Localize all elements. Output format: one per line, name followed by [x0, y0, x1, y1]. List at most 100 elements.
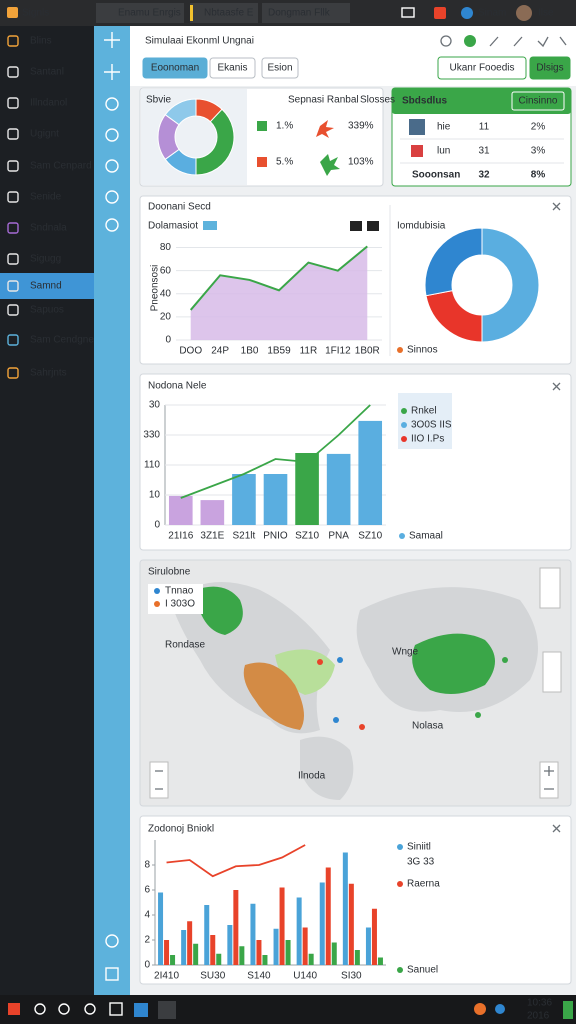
app-icon[interactable] — [434, 7, 446, 19]
rail-icon[interactable] — [105, 967, 119, 981]
nav-item[interactable]: Illndanol — [30, 98, 67, 109]
marker — [333, 717, 339, 723]
nav-item[interactable]: Sam Cenpard — [30, 161, 92, 172]
map-tools[interactable] — [539, 567, 561, 609]
close-icon[interactable] — [552, 382, 561, 391]
action-label[interactable]: Ukanr Fooedis — [449, 63, 514, 74]
tab-label[interactable]: Dongman Fllk — [268, 8, 331, 19]
tab-button-label[interactable]: Eoonoman — [151, 63, 199, 74]
nav-item[interactable]: Sam Cendgne — [30, 335, 94, 346]
cell: lun — [437, 146, 450, 157]
nav-item[interactable]: Santanl — [30, 67, 64, 78]
y-tick-label: 30 — [149, 400, 161, 411]
panel-button[interactable] — [511, 91, 565, 111]
map-tools[interactable] — [542, 651, 562, 693]
active-item — [0, 273, 94, 299]
legend-label: IIO I.Ps — [411, 434, 444, 445]
app-logo — [7, 7, 18, 18]
rail-icon[interactable] — [104, 32, 120, 80]
taskbar — [0, 995, 576, 1024]
action-button[interactable] — [529, 56, 571, 80]
tab-label[interactable]: Enamu Enrgis — [118, 8, 181, 19]
tab-button[interactable] — [142, 57, 208, 79]
pie-slice — [424, 227, 483, 297]
y-tick-label: 80 — [160, 242, 172, 253]
x-tick-label: 1B0 — [241, 346, 259, 357]
bar — [296, 897, 302, 965]
header-icon[interactable] — [440, 35, 452, 47]
rail-icon[interactable] — [105, 190, 119, 204]
tab-button-label[interactable]: Esion — [267, 63, 292, 74]
taskbar-icon[interactable] — [134, 1003, 148, 1017]
nav-item[interactable]: Sigugg — [30, 254, 61, 265]
tag — [203, 221, 217, 230]
x-tick-label: SZ10 — [295, 531, 319, 542]
y-tick-label: 40 — [160, 288, 172, 299]
legend-swatch — [399, 533, 405, 539]
cell: 339% — [348, 121, 374, 132]
rail-icon[interactable] — [105, 218, 119, 232]
nav-item[interactable]: Blins — [30, 36, 52, 47]
rail-icon[interactable] — [105, 934, 119, 948]
taskbar-icon[interactable] — [84, 1003, 96, 1015]
x-tick-label: S21lt — [233, 531, 256, 542]
nav-item[interactable]: Senide — [30, 192, 62, 203]
row-swatch — [257, 121, 267, 131]
nav-item[interactable]: Sndnala — [30, 223, 67, 234]
taskbar-icon[interactable] — [34, 1003, 46, 1015]
cell: Sooonsan — [412, 170, 460, 181]
bar — [326, 453, 351, 525]
x-tick-label: SI30 — [341, 971, 362, 982]
action-button[interactable] — [437, 56, 527, 80]
nav-item[interactable]: Sahrjnts — [30, 368, 67, 379]
zoom-control[interactable] — [149, 761, 169, 799]
browser-icon[interactable] — [461, 7, 473, 19]
tab-button[interactable] — [261, 57, 299, 79]
tab[interactable] — [262, 3, 350, 23]
legend-label: 3O0S IIS — [411, 420, 452, 431]
app-name: Signls — [22, 8, 49, 19]
taskbar-icon[interactable] — [109, 1002, 123, 1016]
chart-title: Nodona Nele — [148, 381, 207, 392]
close-icon[interactable] — [552, 824, 561, 833]
tab-marker — [190, 5, 193, 21]
tray-icon[interactable] — [495, 1004, 505, 1014]
bar — [295, 453, 319, 525]
notification[interactable] — [563, 1001, 573, 1019]
nav-item[interactable]: Ugignt — [30, 129, 59, 140]
x-tick-label: 21I16 — [168, 531, 193, 542]
rail-icon[interactable] — [105, 128, 119, 142]
action-label[interactable]: Dlsigs — [536, 63, 563, 74]
x-tick-label: 3Z1E — [200, 531, 224, 542]
tool-icon[interactable] — [350, 221, 362, 231]
avatar[interactable] — [516, 5, 532, 21]
bar — [358, 420, 383, 525]
nav-item[interactable]: Samnd — [30, 281, 62, 292]
legend-label: I 303O — [165, 599, 195, 610]
tool-icon[interactable] — [367, 221, 379, 231]
region — [412, 633, 495, 694]
taskbar-icon[interactable] — [58, 1003, 70, 1015]
close-icon[interactable] — [552, 202, 561, 211]
nav-item[interactable]: Sapuos — [30, 305, 64, 316]
tab[interactable] — [96, 3, 184, 23]
tray-icon[interactable] — [474, 1003, 486, 1015]
panel-button-label[interactable]: Cinsinno — [519, 96, 558, 107]
y-tick-label: 8 — [144, 860, 150, 871]
bar — [273, 928, 279, 965]
rail-icon[interactable] — [105, 159, 119, 173]
tab[interactable] — [190, 3, 258, 23]
tab-label[interactable]: Nbtaasfe E — [204, 8, 254, 19]
header-icon[interactable] — [489, 36, 567, 48]
zoom-icon[interactable] — [155, 766, 554, 790]
start-button[interactable] — [8, 1003, 20, 1015]
row-icon — [316, 120, 334, 138]
rail-icon[interactable] — [105, 97, 119, 111]
header-icon[interactable] — [464, 35, 476, 47]
bar — [250, 903, 256, 965]
window-icon[interactable] — [401, 7, 415, 18]
tab-button-label[interactable]: Ekanis — [217, 63, 247, 74]
tab-button[interactable] — [209, 57, 256, 79]
taskbar-icon[interactable] — [158, 1001, 176, 1019]
